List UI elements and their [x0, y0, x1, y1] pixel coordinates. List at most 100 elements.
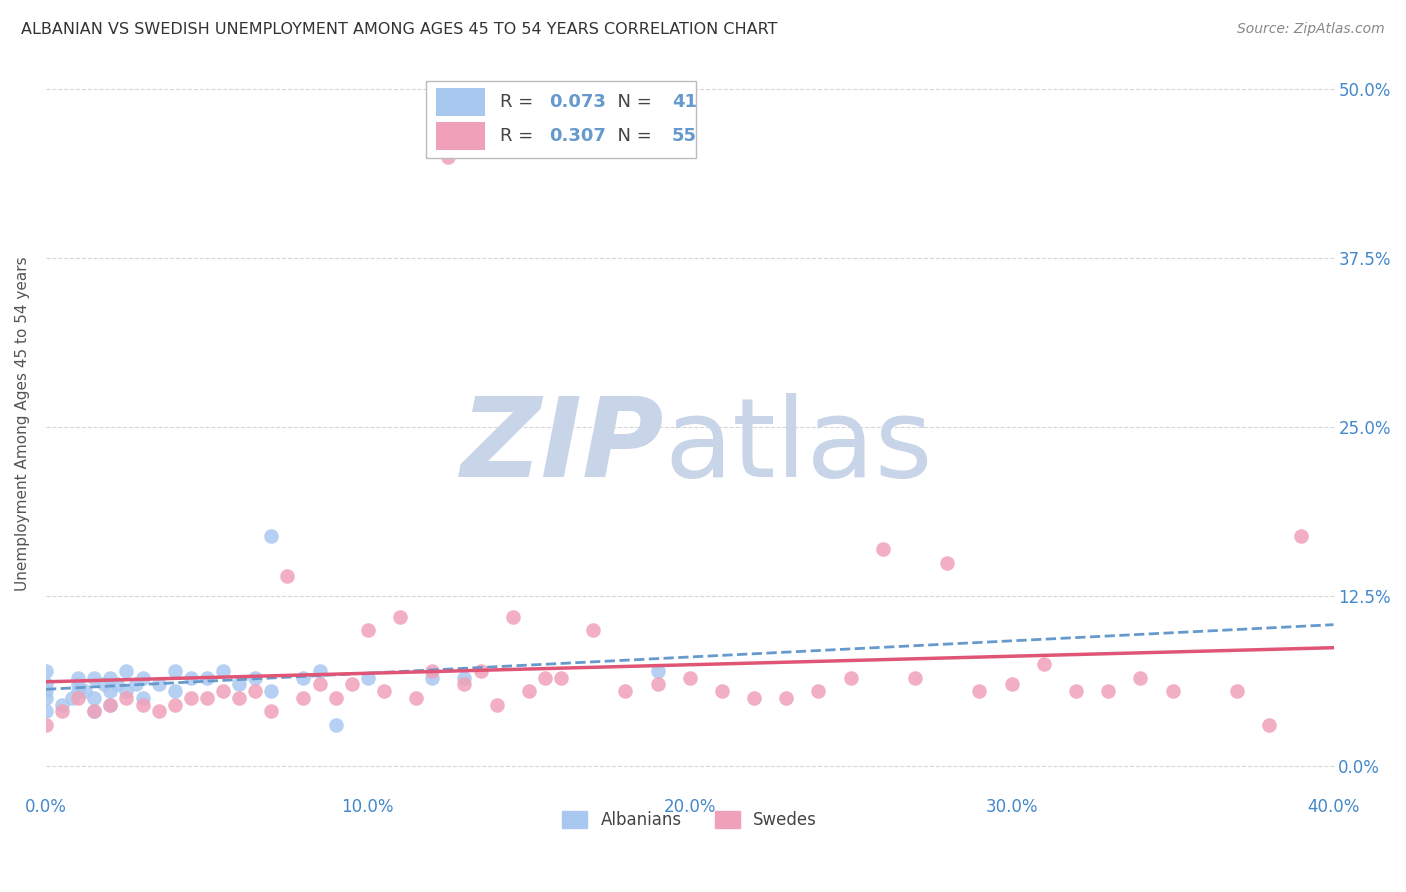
Point: [679, 671, 702, 685]
Point: [969, 684, 991, 698]
Point: [83, 671, 105, 685]
Point: [83, 690, 105, 705]
Point: [453, 671, 475, 685]
Point: [405, 690, 427, 705]
Point: [839, 671, 862, 685]
Point: [710, 684, 733, 698]
Point: [163, 684, 186, 698]
Point: [51, 705, 73, 719]
Point: [1226, 684, 1249, 698]
Point: [742, 690, 765, 705]
Point: [485, 698, 508, 712]
Point: [35, 705, 58, 719]
Point: [98, 671, 121, 685]
Point: [1032, 657, 1054, 672]
Point: [453, 677, 475, 691]
Point: [131, 671, 153, 685]
Text: 55: 55: [672, 128, 697, 145]
Point: [35, 684, 58, 698]
Point: [534, 671, 557, 685]
Point: [517, 684, 540, 698]
Point: [195, 690, 218, 705]
Point: [83, 705, 105, 719]
Point: [73, 684, 96, 698]
Point: [325, 690, 347, 705]
Point: [195, 671, 218, 685]
Text: N =: N =: [606, 128, 658, 145]
Point: [357, 624, 380, 638]
Text: ALBANIAN VS SWEDISH UNEMPLOYMENT AMONG AGES 45 TO 54 YEARS CORRELATION CHART: ALBANIAN VS SWEDISH UNEMPLOYMENT AMONG A…: [21, 22, 778, 37]
Point: [1129, 671, 1152, 685]
Text: 0.073: 0.073: [550, 93, 606, 111]
Point: [131, 690, 153, 705]
Point: [60, 690, 83, 705]
Point: [148, 677, 170, 691]
Point: [1291, 528, 1313, 542]
Point: [212, 664, 235, 678]
Point: [1258, 718, 1281, 732]
Point: [180, 690, 202, 705]
Point: [51, 698, 73, 712]
Point: [260, 705, 283, 719]
Point: [1001, 677, 1024, 691]
Point: [105, 677, 128, 691]
Text: R =: R =: [501, 128, 540, 145]
Point: [131, 698, 153, 712]
Point: [340, 677, 363, 691]
Point: [67, 684, 90, 698]
Point: [807, 684, 830, 698]
Point: [292, 690, 315, 705]
Point: [437, 150, 460, 164]
Point: [936, 556, 959, 570]
FancyBboxPatch shape: [436, 87, 485, 116]
Y-axis label: Unemployment Among Ages 45 to 54 years: Unemployment Among Ages 45 to 54 years: [15, 257, 30, 591]
Point: [115, 664, 138, 678]
Point: [245, 671, 267, 685]
Point: [325, 718, 347, 732]
Point: [67, 690, 90, 705]
Point: [83, 705, 105, 719]
Point: [276, 569, 298, 583]
Point: [260, 684, 283, 698]
Point: [163, 664, 186, 678]
FancyBboxPatch shape: [426, 81, 696, 159]
Point: [35, 664, 58, 678]
Point: [245, 684, 267, 698]
Point: [148, 705, 170, 719]
Point: [357, 671, 380, 685]
Point: [647, 677, 669, 691]
Point: [180, 671, 202, 685]
Point: [308, 664, 330, 678]
Point: [67, 671, 90, 685]
Point: [373, 684, 395, 698]
Text: Source: ZipAtlas.com: Source: ZipAtlas.com: [1237, 22, 1385, 37]
Legend: Albanians, Swedes: Albanians, Swedes: [555, 805, 824, 836]
Text: 0.307: 0.307: [550, 128, 606, 145]
Point: [470, 664, 492, 678]
Point: [1064, 684, 1087, 698]
Point: [125, 677, 148, 691]
Text: ZIP: ZIP: [461, 392, 664, 500]
Point: [582, 624, 605, 638]
Point: [647, 664, 669, 678]
Point: [163, 698, 186, 712]
Point: [550, 671, 572, 685]
Point: [35, 690, 58, 705]
Point: [35, 718, 58, 732]
Point: [260, 528, 283, 542]
Point: [35, 677, 58, 691]
Point: [1097, 684, 1119, 698]
Text: N =: N =: [606, 93, 658, 111]
Point: [67, 677, 90, 691]
Point: [98, 698, 121, 712]
Point: [420, 664, 443, 678]
Point: [212, 684, 235, 698]
Point: [93, 677, 115, 691]
Point: [420, 671, 443, 685]
Point: [292, 671, 315, 685]
Point: [502, 609, 524, 624]
Point: [904, 671, 927, 685]
Point: [98, 684, 121, 698]
Point: [115, 684, 138, 698]
Point: [389, 609, 412, 624]
